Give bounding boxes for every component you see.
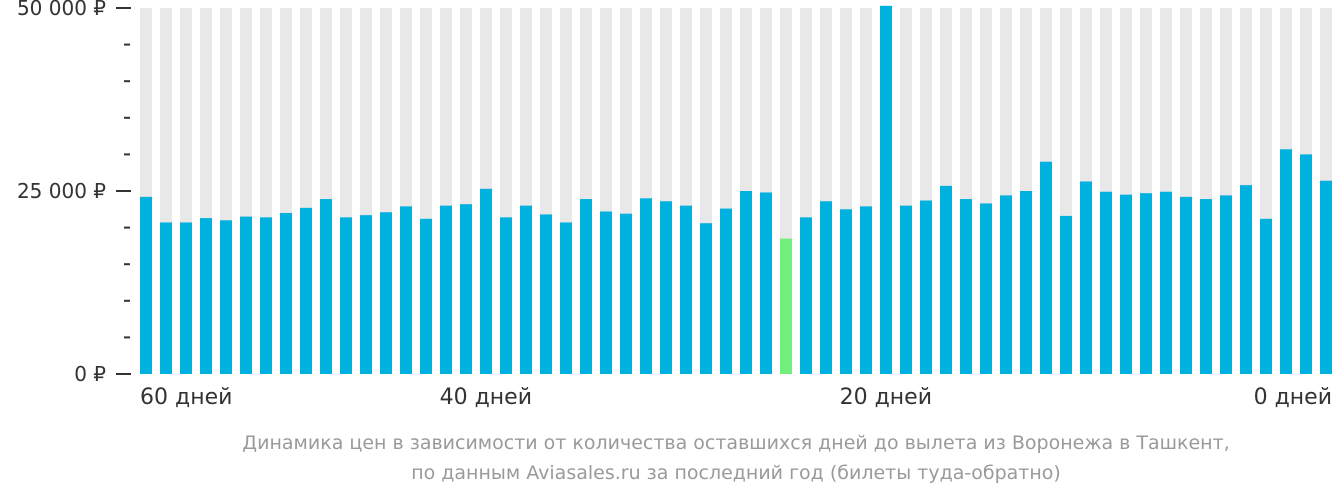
bar[interactable] [520,205,532,374]
caption-line-1: Динамика цен в зависимости от количества… [242,432,1230,454]
bar[interactable] [600,211,612,374]
caption-line-2: по данным Aviasales.ru за последний год … [411,462,1061,484]
bar[interactable] [580,199,592,374]
y-tick-label: 0 ₽ [74,362,106,386]
bar[interactable] [740,191,752,374]
bar[interactable] [1100,191,1112,374]
bar[interactable] [220,220,232,374]
x-axis-labels: 60 дней 40 дней 20 дней 0 дней [140,385,1332,410]
x-tick-label: 40 дней [440,385,532,410]
bar[interactable] [280,212,292,374]
bar[interactable] [400,206,412,374]
bar[interactable] [640,198,652,374]
bar[interactable] [680,205,692,374]
bar[interactable] [980,203,992,374]
bar[interactable] [920,200,932,374]
bar[interactable] [1120,194,1132,374]
bar[interactable] [500,217,512,374]
bar[interactable] [700,223,712,374]
bar[interactable] [1160,191,1172,374]
bar-cheapest[interactable] [780,238,792,374]
bar[interactable] [1180,196,1192,374]
bar[interactable] [1260,218,1272,374]
x-tick-label: 0 дней [1254,385,1332,410]
bar[interactable] [240,216,252,374]
y-tick-label: 50 000 ₽ [17,0,106,20]
bar[interactable] [1040,161,1052,374]
bar-backgrounds [140,8,1332,374]
y-tick-label: 25 000 ₽ [17,179,106,203]
bar[interactable] [800,217,812,374]
bar[interactable] [760,192,772,374]
bar[interactable] [880,5,892,375]
bar[interactable] [180,222,192,374]
bar[interactable] [460,204,472,374]
bar[interactable] [540,214,552,374]
bar[interactable] [300,207,312,374]
bar[interactable] [620,213,632,374]
bar[interactable] [560,222,572,374]
bar[interactable] [1000,195,1012,374]
bar[interactable] [1220,195,1232,374]
bar[interactable] [1060,215,1072,374]
x-tick-label: 60 дней [140,385,232,410]
bar[interactable] [1020,191,1032,374]
bar[interactable] [440,205,452,374]
bar[interactable] [1320,180,1332,374]
bar[interactable] [660,201,672,374]
bar[interactable] [480,188,492,374]
bar[interactable] [1200,199,1212,374]
y-axis: 0 ₽ 25 000 ₽ 50 000 ₽ [17,0,131,386]
bar[interactable] [360,215,372,374]
bar[interactable] [340,217,352,374]
bar[interactable] [1240,185,1252,374]
bar[interactable] [200,218,212,374]
bar[interactable] [720,208,732,374]
x-tick-label: 20 дней [840,385,932,410]
bar[interactable] [1280,149,1292,374]
bar[interactable] [960,199,972,374]
bar[interactable] [1140,193,1152,374]
bar[interactable] [820,201,832,374]
bar[interactable] [940,185,952,374]
bar[interactable] [860,206,872,374]
bars [140,5,1332,375]
bar[interactable] [1080,181,1092,374]
bar[interactable] [900,205,912,374]
bar[interactable] [320,199,332,374]
bar[interactable] [260,217,272,374]
bar[interactable] [840,209,852,374]
bar[interactable] [160,222,172,374]
bar[interactable] [420,218,432,374]
bar[interactable] [140,196,152,374]
bar[interactable] [1300,154,1312,374]
bar[interactable] [380,212,392,374]
